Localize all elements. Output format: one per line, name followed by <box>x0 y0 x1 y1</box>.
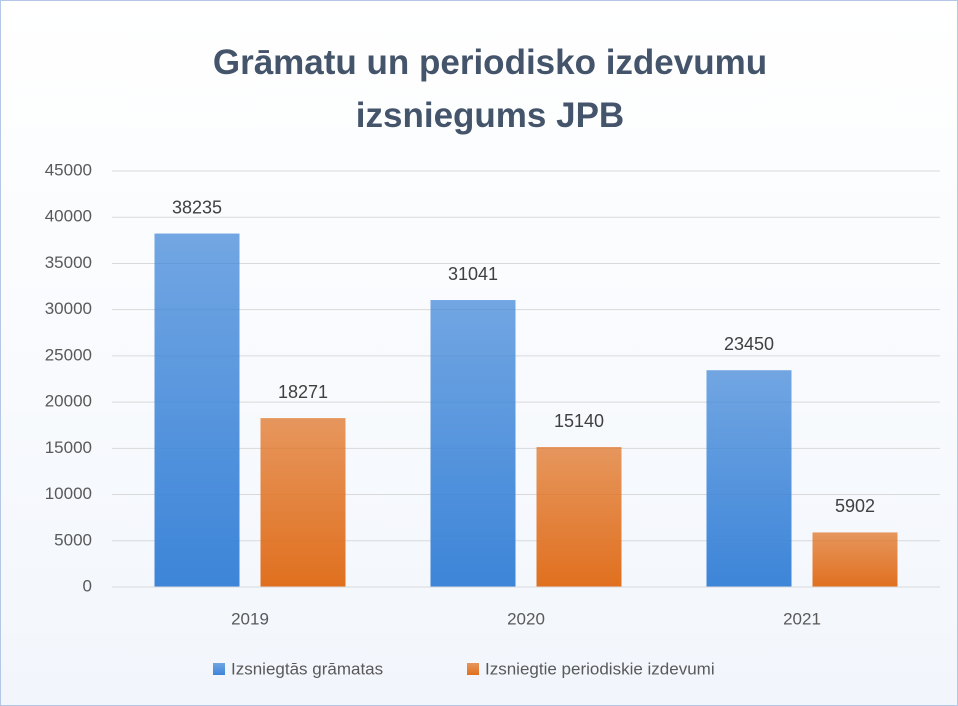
y-tick-label: 5000 <box>54 530 92 549</box>
y-tick-label: 30000 <box>45 299 92 318</box>
x-tick-label: 2021 <box>783 609 821 628</box>
data-label: 38235 <box>172 197 222 217</box>
y-tick-label: 45000 <box>45 160 92 179</box>
y-tick-label: 20000 <box>45 392 92 411</box>
bar <box>430 300 516 587</box>
y-tick-label: 15000 <box>45 438 92 457</box>
data-label: 23450 <box>724 334 774 354</box>
bar <box>260 418 346 587</box>
legend-swatch <box>213 663 225 675</box>
y-tick-label: 0 <box>83 576 92 595</box>
data-label: 31041 <box>448 264 498 284</box>
bar <box>154 233 240 587</box>
bar <box>812 532 898 587</box>
bar <box>706 370 792 587</box>
data-label: 18271 <box>278 382 328 402</box>
y-tick-label: 25000 <box>45 345 92 364</box>
legend-swatch <box>467 663 479 675</box>
data-label: 5902 <box>835 496 875 516</box>
y-tick-label: 10000 <box>45 484 92 503</box>
x-tick-label: 2019 <box>231 609 269 628</box>
y-tick-label: 40000 <box>45 207 92 226</box>
chart-title: Grāmatu un periodisko izdevumu izsniegum… <box>212 43 768 135</box>
legend-label: Izsniegtie periodiskie izdevumi <box>485 659 715 678</box>
legend-label: Izsniegtās grāmatas <box>231 659 383 678</box>
y-tick-label: 35000 <box>45 253 92 272</box>
data-label: 15140 <box>554 411 604 431</box>
bar <box>536 447 622 587</box>
x-tick-label: 2020 <box>507 609 545 628</box>
